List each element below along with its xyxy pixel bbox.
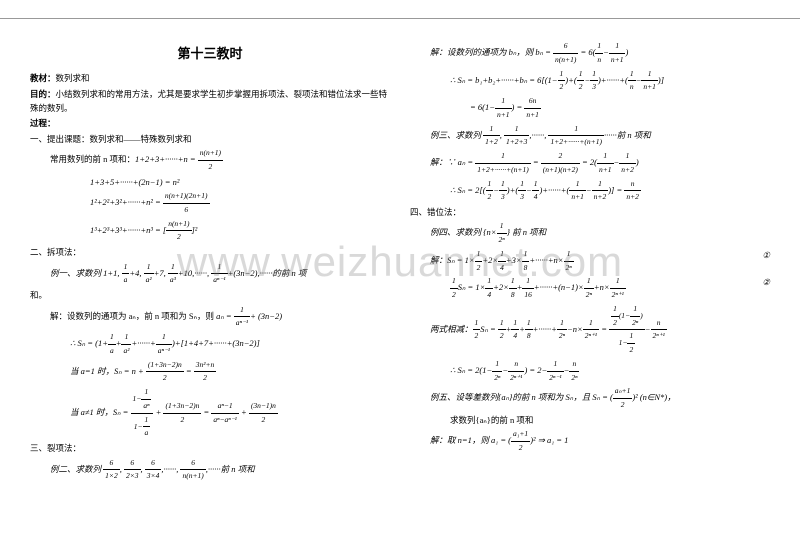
he-text: 和。 bbox=[30, 288, 390, 302]
section-4: 四、错位法： bbox=[410, 205, 770, 219]
goal-label: 目的： bbox=[30, 89, 56, 99]
solution-5: 解：取 n=1，则 a₁ = (a₁+12)² ⇒ a₁ = 1 bbox=[410, 428, 770, 455]
section-3: 三、裂项法： bbox=[30, 441, 390, 455]
circled-1: ① bbox=[762, 248, 770, 262]
half-sn: 12Sₙ = 1×14+2×18+116+······+(n−1)×12ⁿ+n×… bbox=[410, 275, 770, 302]
sn3-result: ∴ Sₙ = 2[(12−13)+(13−14)+······+(1n+1−1n… bbox=[410, 178, 770, 205]
sn-result: = 6(1−1n+1) = 6nn+1 bbox=[410, 95, 770, 122]
circled-2: ② bbox=[762, 275, 770, 289]
sn-expand: ∴ Sₙ = b₁+b₂+······+bₙ = 6[(1−12)+(12−13… bbox=[410, 68, 770, 95]
s1a-text: 常用数列的前 n 项和： bbox=[50, 154, 135, 164]
solution-3: 解：∵ aₙ = 11+2+······+(n+1) = 2(n+1)(n+2)… bbox=[410, 150, 770, 177]
formula-3: 1²+2²+3²+······+n² = n(n+1)(2n+1)6 bbox=[30, 190, 390, 217]
solution-1: 解：设数列的通项为 aₙ，前 n 项和为 Sₙ，则 aₙ = 1aⁿ⁻¹+ (3… bbox=[30, 304, 390, 331]
section-1: 一、提出课题：数列求和——特殊数列求和 bbox=[30, 132, 390, 146]
solution-4: 解：Sₙ = 1×12+2×14+3×18+······+n×12ⁿ① bbox=[410, 248, 770, 275]
subtract: 两式相减：12Sₙ = 12+14+18+······+12ⁿ−n×12ⁿ⁺¹ … bbox=[410, 303, 770, 357]
case-a-ne-1: 当 a≠1 时，Sₙ = 1−1aⁿ1−1a + (1+3n−2)n2 = aⁿ… bbox=[30, 386, 390, 440]
solution-2: 解：设数列的通项为 bₙ，则 bₙ = 6n(n+1) = 6(1n−1n+1) bbox=[410, 40, 770, 67]
material-text: 数列求和 bbox=[56, 73, 90, 83]
right-column: 解：设数列的通项为 bₙ，则 bₙ = 6n(n+1) = 6(1n−1n+1)… bbox=[410, 39, 770, 484]
lesson-title: 第十三教时 bbox=[30, 43, 390, 65]
left-column: 第十三教时 教材：数列求和 目的：小结数列求和的常用方法，尤其是要求学生初步掌握… bbox=[30, 39, 390, 484]
example-2: 例二、求数列 61×2, 62×3, 63×4,······, 6n(n+1),… bbox=[30, 457, 390, 484]
example-4: 例四、求数列 {n×12ⁿ} 前 n 项和 bbox=[410, 220, 770, 247]
goal-text: 小结数列求和的常用方法，尤其是要求学生初步掌握用拆项法、裂项法和错位法求一些特殊… bbox=[30, 89, 387, 113]
sn-formula: ∴ Sₙ = (1+1a+1a²+······+1aⁿ⁻¹)+[1+4+7+··… bbox=[30, 331, 390, 358]
final-sn: ∴ Sₙ = 2(1−12ⁿ−n2ⁿ⁺¹) = 2−12ⁿ⁻¹−n2ⁿ bbox=[410, 358, 770, 385]
material-label: 教材： bbox=[30, 73, 56, 83]
example-1: 例一、求数列 1+1, 1a+4, 1a²+7, 1a³+10,······, … bbox=[30, 261, 390, 288]
document-page: 第十三教时 教材：数列求和 目的：小结数列求和的常用方法，尤其是要求学生初步掌握… bbox=[0, 18, 800, 494]
formula-2: 1+3+5+······+(2n−1) = n² bbox=[30, 175, 390, 189]
example-5: 例五、设等差数列{aₙ}的前 n 项和为 Sₙ，且 Sₙ = (aₙ+12)² … bbox=[410, 385, 770, 412]
case-a1: 当 a=1 时，Sₙ = n + (1+3n−2)n2 = 3n²+n2 bbox=[30, 359, 390, 386]
formula-1: 1+2+3+······+n = n(n+1)2 bbox=[135, 154, 223, 164]
example-3: 例三、求数列 11+2, 11+2+3,······, 11+2+······+… bbox=[410, 123, 770, 150]
formula-4: 1³+2³+3³+······+n³ = [n(n+1)2]² bbox=[30, 218, 390, 245]
section-2: 二、拆项法： bbox=[30, 245, 390, 259]
process-label: 过程： bbox=[30, 118, 56, 128]
ex5-question: 求数列{aₙ}的前 n 项和 bbox=[410, 413, 770, 427]
